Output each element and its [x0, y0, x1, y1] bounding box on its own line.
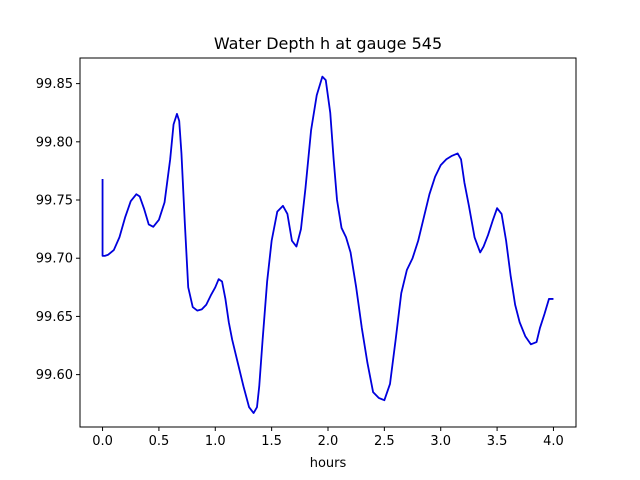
x-tick-label: 1.5: [261, 434, 282, 449]
y-tick-label: 99.85: [36, 77, 73, 92]
chart-title: Water Depth h at gauge 545: [214, 34, 442, 53]
x-tick-label: 2.0: [318, 434, 339, 449]
x-axis-label: hours: [310, 456, 347, 471]
x-tick-label: 1.0: [205, 434, 226, 449]
x-tick-label: 0.5: [149, 434, 170, 449]
y-tick-label: 99.65: [36, 310, 73, 325]
series-line-0: [101, 75, 554, 414]
y-tick-label: 99.80: [36, 135, 73, 150]
x-tick-label: 0.0: [92, 434, 113, 449]
y-tick-label: 99.75: [36, 194, 73, 209]
y-tick-label: 99.70: [36, 252, 73, 267]
x-tick-label: 3.5: [487, 434, 508, 449]
y-tick-label: 99.60: [36, 368, 73, 383]
y-axis: 99.60 99.65 99.70 99.75 99.80 99.85: [36, 77, 80, 383]
x-tick-label: 3.0: [430, 434, 451, 449]
plot-area: [101, 75, 554, 414]
x-tick-label: 4.0: [543, 434, 564, 449]
x-tick-label: 2.5: [374, 434, 395, 449]
x-axis: 0.0 0.5 1.0 1.5 2.0 2.5 3.0 3.5 4.0: [92, 427, 564, 449]
